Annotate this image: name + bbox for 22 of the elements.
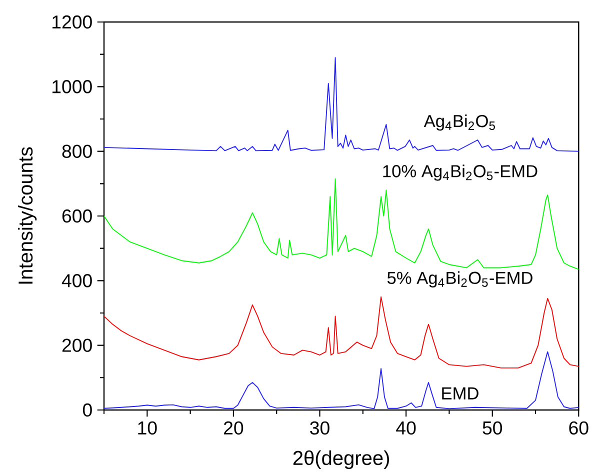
x-tick-label: 20 [224,421,244,435]
y-tick-label: 800 [62,144,92,158]
x-axis-title: 2θ(degree) [293,450,389,470]
x-tick-label: 50 [482,421,502,435]
y-tick-label: 0 [82,403,92,417]
x-tick-label: 60 [569,421,588,435]
series-label: 5% Ag$_{4}$Bi$_{2}$O$_{5}$-EMD [387,271,532,288]
line-series [104,351,579,410]
x-tick-label: 40 [396,421,416,435]
x-tick-label: 10 [138,421,157,435]
y-tick-label: 1000 [52,80,92,94]
y-tick-label: 1200 [52,15,92,29]
y-axis-title: Intensity/counts [18,147,37,284]
x-tick-label: 30 [310,421,330,435]
y-tick-label: 400 [62,274,92,288]
series-label: EMD [442,387,478,400]
y-tick-label: 600 [62,209,92,223]
series-label: Ag$_{4}$Bi$_{2}$O$_{5}$ [424,114,495,131]
line-series [104,57,579,152]
y-tick-label: 200 [62,338,92,352]
series-label: 10% Ag$_{4}$Bi$_{2}$O$_{5}$-EMD [383,164,538,181]
line-series [104,296,579,368]
